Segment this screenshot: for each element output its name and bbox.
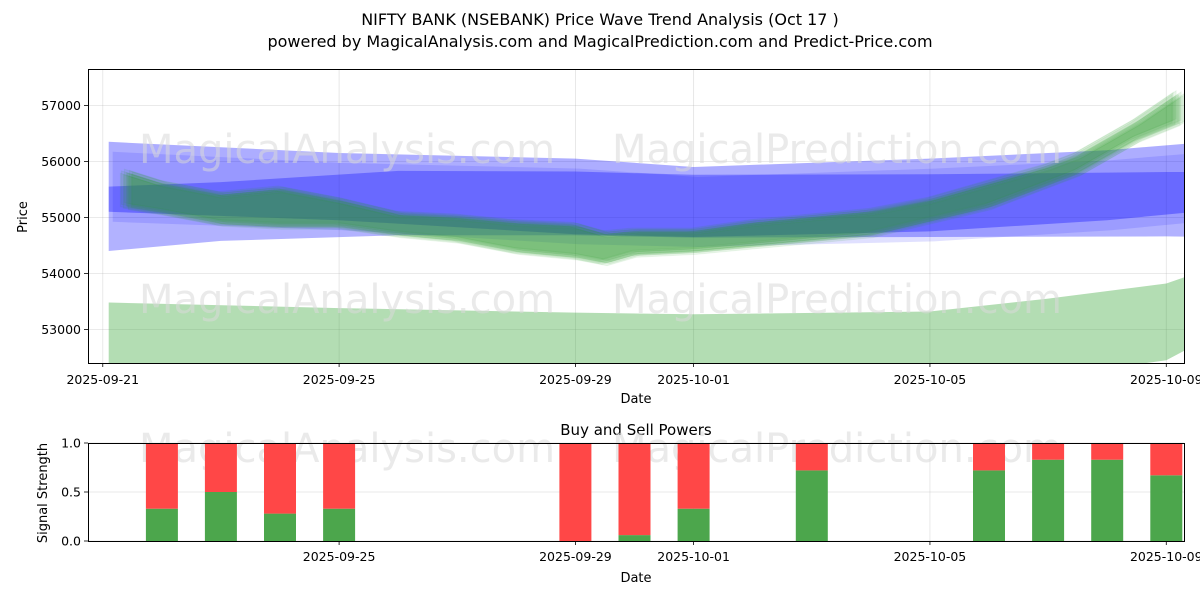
watermark-prediction-top: MagicalPrediction.com	[612, 127, 1062, 173]
price-band-green-wave-band-forecast	[122, 95, 1176, 265]
price-ticks: 2025-09-21 2025-09-25 2025-09-29 2025-10-01…	[41, 98, 1200, 387]
price-y-tick-label: 55000	[41, 210, 81, 225]
sell-bar	[204, 443, 237, 492]
buy-bar	[677, 508, 710, 541]
power-x-label: Date	[620, 571, 651, 586]
buy-bar	[1032, 459, 1065, 541]
sell-bar	[677, 443, 710, 509]
power-bars	[145, 443, 1183, 541]
buy-bar	[145, 508, 178, 541]
power-title: Buy and Sell Powers	[560, 421, 712, 439]
price-band-green-wave-band-forecast	[128, 91, 1182, 261]
power-x-tick-label: 2025-10-05	[894, 549, 967, 564]
sell-bar	[1032, 443, 1065, 460]
sell-bar	[145, 443, 178, 509]
power-plot-frame	[88, 443, 1185, 542]
buy-bar	[618, 535, 651, 541]
price-band-green-wave-band-forecast	[126, 94, 1180, 264]
buy-bar	[973, 470, 1005, 541]
price-band-area	[108, 89, 1184, 363]
price-x-tick-label: 2025-09-25	[303, 372, 376, 387]
price-plot-frame	[88, 69, 1185, 364]
power-y-label: Signal Strength	[36, 443, 51, 543]
power-ticks: 2025-09-25 2025-09-29 2025-10-01 2025-10-05…	[61, 436, 1200, 565]
power-y-tick-label: 1.0	[61, 436, 81, 451]
price-x-tick-label: 2025-09-21	[66, 372, 139, 387]
price-band-green-wave-band-forecast	[127, 96, 1181, 267]
price-y-tick-label: 57000	[41, 98, 81, 113]
sell-bar	[1091, 443, 1124, 460]
sell-bar	[795, 443, 828, 471]
buy-bar	[323, 508, 356, 541]
chart-subtitle: powered by MagicalAnalysis.com and Magic…	[267, 32, 932, 51]
price-watermarks: MagicalAnalysis.com MagicalPrediction.co…	[139, 127, 1062, 323]
price-band-green-wave-band-lower	[108, 277, 1184, 363]
buy-bar	[1091, 459, 1124, 541]
price-band-green-wave-band-forecast	[120, 91, 1174, 262]
price-wave-bands	[108, 89, 1184, 363]
price-x-tick-label: 2025-10-01	[657, 372, 730, 387]
sell-bar	[618, 443, 651, 536]
price-x-tick-label: 2025-09-29	[539, 372, 612, 387]
power-x-tick-label: 2025-10-09	[1130, 549, 1200, 564]
watermark-analysis-mid: MagicalAnalysis.com	[139, 277, 555, 323]
chart-title: NIFTY BANK (NSEBANK) Price Wave Trend An…	[361, 10, 839, 29]
buy-bar	[1150, 475, 1183, 541]
power-x-tick-label: 2025-10-01	[657, 549, 730, 564]
price-x-tick-label: 2025-10-05	[894, 372, 967, 387]
power-x-tick-label: 2025-09-25	[303, 549, 376, 564]
sell-bar	[1150, 443, 1183, 476]
sell-bar	[264, 443, 296, 514]
price-x-tick-label: 2025-10-09	[1130, 372, 1200, 387]
price-band-green-wave-band-forecast	[123, 89, 1177, 260]
price-y-tick-label: 53000	[41, 322, 81, 337]
sell-bar	[323, 443, 356, 509]
power-x-tick-label: 2025-09-29	[539, 549, 612, 564]
price-band-green-wave-band-forecast	[125, 93, 1179, 263]
buy-bar	[264, 513, 296, 541]
price-band-blue-wave-band-wide	[108, 170, 1184, 251]
buy-bar	[204, 492, 237, 541]
buy-bar	[795, 470, 828, 541]
price-band-green-wave-band-forecast	[130, 94, 1184, 265]
watermark-analysis-top: MagicalAnalysis.com	[139, 127, 555, 173]
price-y-tick-label: 56000	[41, 154, 81, 169]
price-band-blue-wave-band-main-echo	[112, 151, 1184, 247]
price-band-green-wave-band-forecast	[119, 93, 1173, 264]
power-y-tick-label: 0.5	[61, 485, 81, 500]
price-y-label: Price	[16, 201, 31, 233]
price-x-label: Date	[620, 392, 651, 407]
price-y-tick-label: 54000	[41, 266, 81, 281]
price-band-green-wave-band-forecast	[131, 93, 1184, 263]
sell-bar	[973, 443, 1005, 471]
sell-bar	[559, 443, 592, 541]
price-band-blue-wave-band-main	[108, 141, 1184, 237]
power-y-tick-label: 0.0	[61, 534, 81, 549]
price-grid	[88, 69, 1184, 363]
watermark-prediction-mid: MagicalPrediction.com	[612, 277, 1062, 323]
